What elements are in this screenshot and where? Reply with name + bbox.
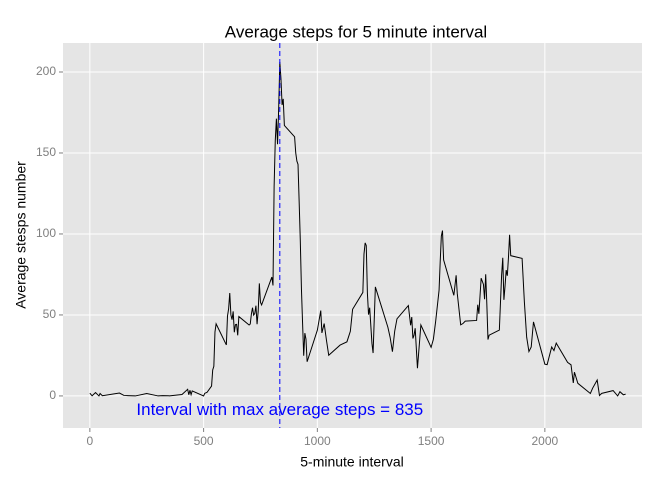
y-tick-label: 100 xyxy=(36,226,56,240)
plot-panel xyxy=(63,43,642,428)
chart-title: Average steps for 5 minute interval xyxy=(225,22,487,41)
x-axis-label: 5-minute interval xyxy=(300,454,404,470)
y-tick-label: 0 xyxy=(49,388,56,402)
y-tick-label: 150 xyxy=(36,145,56,159)
y-axis-label: Average stesps number xyxy=(13,161,29,309)
y-tick-label: 200 xyxy=(36,64,56,78)
x-tick-label: 1500 xyxy=(418,434,445,448)
x-tick-label: 500 xyxy=(194,434,214,448)
annotation: Interval with max average steps = 835 xyxy=(136,400,423,419)
x-tick-label: 2000 xyxy=(532,434,559,448)
x-tick-label: 0 xyxy=(87,434,94,448)
data-line xyxy=(89,61,626,397)
y-tick-label: 50 xyxy=(43,307,57,321)
x-tick-label: 1000 xyxy=(304,434,331,448)
